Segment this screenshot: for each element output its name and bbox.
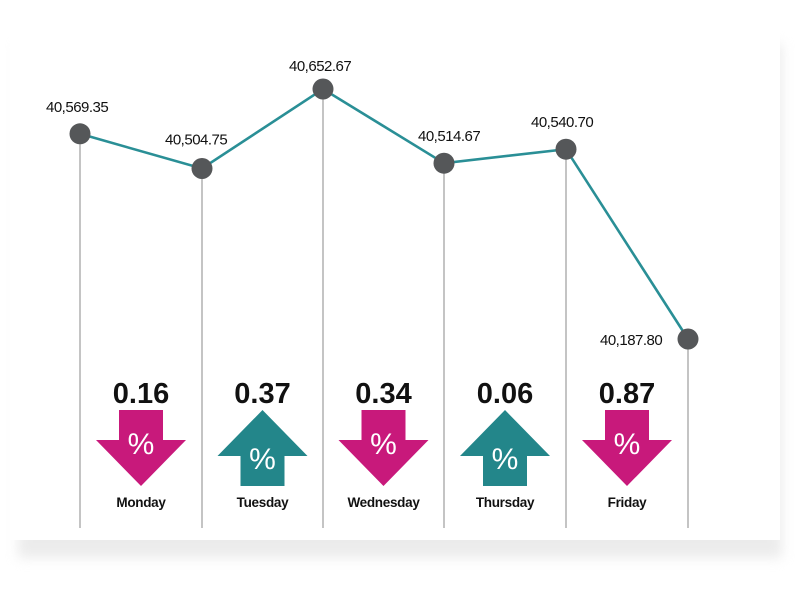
value-label: 40,569.35 <box>46 99 108 116</box>
day-panel-wednesday: 0.34% Wednesday <box>338 378 429 510</box>
arrow-up-icon <box>217 410 308 486</box>
percent-symbol: % <box>249 443 276 476</box>
day-panels: 0.16% Monday 0.37% Tuesday 0.34% Wednesday 0.0… <box>96 378 672 510</box>
arrow-down-icon <box>582 410 672 486</box>
day-label: Monday <box>116 495 166 510</box>
day-label: Thursday <box>476 495 535 510</box>
data-point-marker <box>69 123 91 145</box>
data-point-marker <box>191 158 213 179</box>
data-point-marker <box>677 328 699 350</box>
data-point-marker <box>555 138 577 160</box>
arrow-up-icon <box>460 410 550 486</box>
day-label: Friday <box>608 495 648 510</box>
arrow-down-icon <box>96 410 186 486</box>
percent-symbol: % <box>128 428 155 461</box>
value-label: 40,514.67 <box>418 128 480 145</box>
value-label: 40,652.67 <box>289 58 351 75</box>
day-panel-tuesday: 0.37% Tuesday <box>217 378 308 510</box>
day-panel-friday: 0.87% Friday <box>582 378 672 510</box>
day-panel-thursday: 0.06% Thursday <box>460 378 550 510</box>
markers <box>69 78 699 350</box>
percent-change-label: 0.16 <box>113 378 169 410</box>
data-point-marker <box>433 152 455 174</box>
day-label: Wednesday <box>347 495 420 510</box>
percent-change-label: 0.06 <box>477 378 533 410</box>
day-label: Tuesday <box>237 495 289 510</box>
percent-change-label: 0.37 <box>234 378 290 410</box>
percent-symbol: % <box>492 443 519 476</box>
value-labels: 40,569.35 40,504.75 40,652.67 40,514.67 40,5… <box>46 58 663 349</box>
index-line <box>79 87 690 340</box>
arrow-down-icon <box>338 410 429 486</box>
value-label: 40,540.70 <box>531 114 593 131</box>
day-panel-monday: 0.16% Monday <box>96 378 186 510</box>
data-point-marker <box>312 78 334 100</box>
gridlines <box>79 89 689 528</box>
percent-symbol: % <box>370 428 397 461</box>
value-label: 40,187.80 <box>600 332 662 349</box>
percent-symbol: % <box>614 428 641 461</box>
percent-change-label: 0.34 <box>355 378 411 410</box>
percent-change-label: 0.87 <box>599 378 655 410</box>
value-label: 40,504.75 <box>165 132 227 149</box>
